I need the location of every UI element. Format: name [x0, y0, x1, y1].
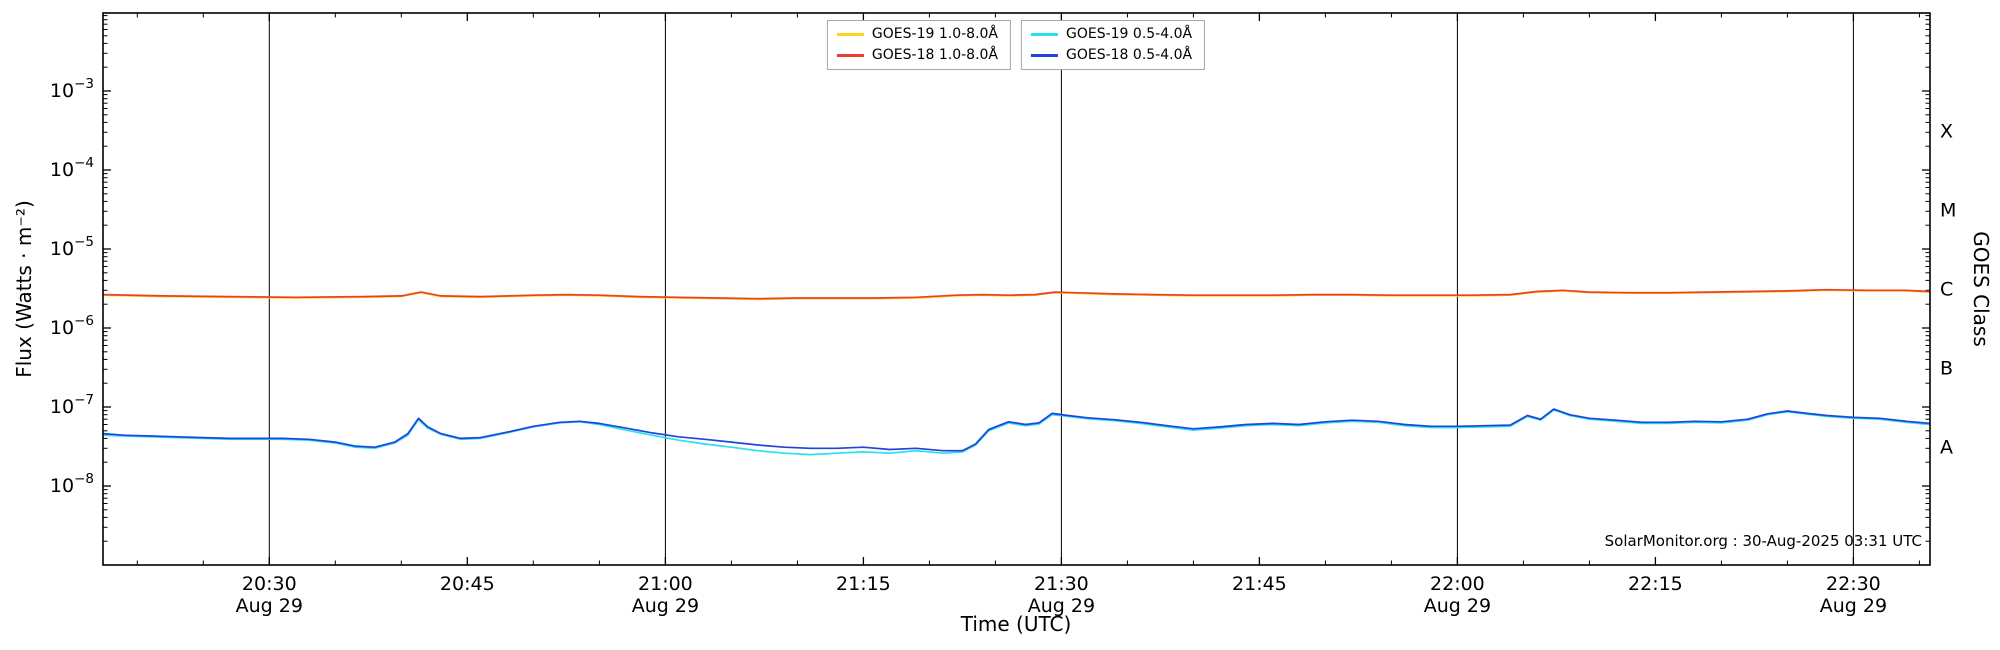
y-axis-label-goes-class: GOES Class [1969, 231, 1993, 347]
x-tick-label: 21:45 [1232, 573, 1287, 595]
legend-box-short-channel: GOES-19 0.5-4.0Å GOES-18 0.5-4.0Å [1021, 20, 1206, 70]
legend-line-goes18-short-icon [1031, 54, 1058, 57]
x-tick-date-label: Aug 29 [1820, 595, 1887, 617]
legend-item: GOES-18 0.5-4.0Å [1031, 48, 1192, 63]
x-tick-label: 20:45 [440, 573, 495, 595]
x-tick-date-label: Aug 29 [632, 595, 699, 617]
y-tick-label: 10−7 [50, 392, 94, 418]
series-goes18-0.5-4.0 [103, 408, 1930, 452]
y-tick-label: 10−3 [50, 76, 94, 102]
x-tick-date-label: Aug 29 [236, 595, 303, 617]
goes-class-letter: B [1940, 358, 1953, 380]
y-tick-label: 10−4 [50, 155, 94, 181]
series-goes18-1.0-8.0 [103, 288, 1930, 300]
legend-item: GOES-18 1.0-8.0Å [836, 47, 998, 63]
x-axis-label-time: Time (UTC) [960, 612, 1072, 636]
x-tick-date-label: Aug 29 [1424, 595, 1491, 617]
x-tick-label: 22:00 [1430, 573, 1485, 595]
legend-label: GOES-18 1.0-8.0Å [871, 47, 998, 63]
x-tick-label: 20:30 [242, 573, 297, 595]
legend-label: GOES-19 0.5-4.0Å [1066, 26, 1193, 42]
y-tick-label: 10−6 [50, 313, 94, 339]
y-tick-label: 10−5 [50, 234, 94, 260]
legend-line-goes19-short-icon [1031, 33, 1058, 36]
x-tick-label: 21:30 [1034, 573, 1089, 595]
legend-line-goes18-long-icon [836, 54, 864, 57]
x-tick-date-label: Aug 29 [1028, 595, 1095, 617]
watermark-text: SolarMonitor.org : 30-Aug-2025 03:31 UTC [1604, 532, 1922, 550]
legend-label: GOES-18 0.5-4.0Å [1066, 47, 1193, 63]
goes-class-letter: X [1940, 121, 1953, 143]
y-tick-label: 10−8 [50, 471, 94, 497]
x-tick-label: 21:00 [638, 573, 693, 595]
legend-item: GOES-19 0.5-4.0Å [1031, 27, 1192, 42]
legend-item: GOES-19 1.0-8.0Å [836, 26, 998, 42]
series-goes19-0.5-4.0 [103, 409, 1930, 456]
x-tick-label: 22:30 [1826, 573, 1881, 595]
goes-class-letter: A [1940, 437, 1953, 459]
x-tick-label: 22:15 [1628, 573, 1683, 595]
x-tick-label: 21:15 [836, 573, 891, 595]
legend-label: GOES-19 1.0-8.0Å [871, 26, 998, 42]
legend-box-long-channel: GOES-19 1.0-8.0Å GOES-18 1.0-8.0Å [826, 20, 1011, 70]
legend: GOES-19 1.0-8.0Å GOES-18 1.0-8.0Å GOES-1… [826, 20, 1206, 70]
goes-class-letter: M [1940, 200, 1956, 222]
legend-line-goes19-long-icon [836, 33, 864, 36]
y-axis-label-flux: Flux (Watts · m⁻²) [12, 200, 36, 378]
goes-class-letter: C [1940, 279, 1953, 301]
